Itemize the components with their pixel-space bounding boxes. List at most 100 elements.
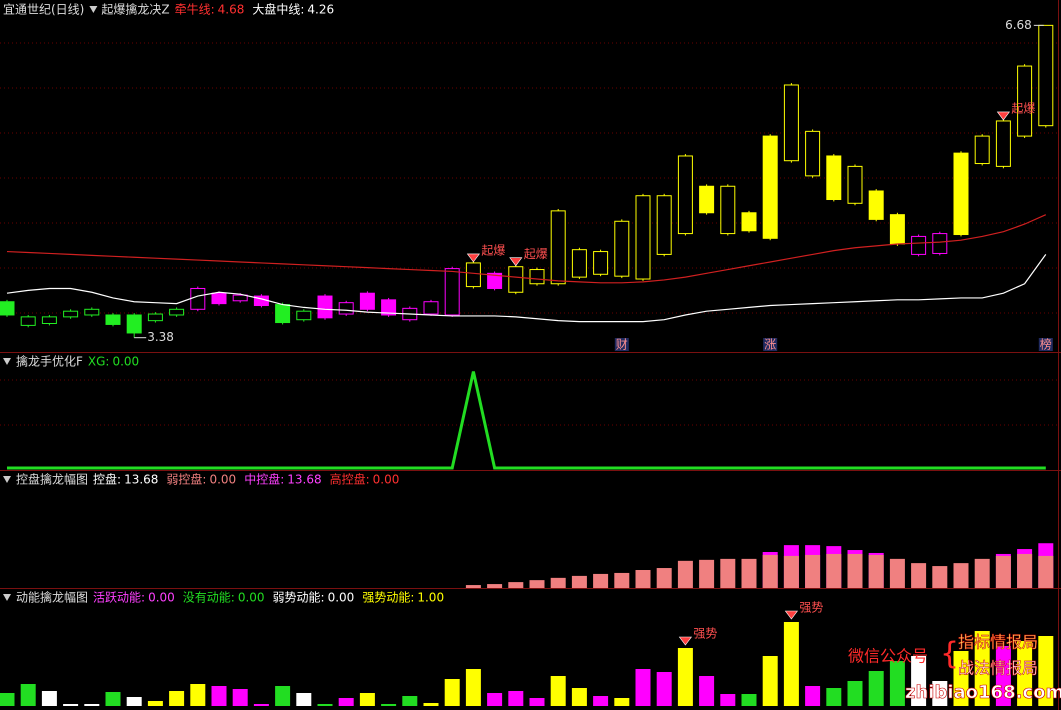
candle-body [889, 214, 905, 245]
candle-body [84, 308, 100, 316]
candle-body [720, 185, 736, 235]
readout-value: 1.00 [417, 591, 444, 605]
event-box [1038, 338, 1053, 351]
candle-body [126, 314, 142, 334]
bar [465, 585, 481, 588]
bar [550, 676, 566, 706]
bar [741, 558, 757, 588]
bar [1038, 555, 1054, 588]
candle-body [1017, 65, 1033, 137]
bar [677, 648, 693, 706]
panel-title: 宜通世纪(日线) [3, 2, 84, 17]
bar [508, 691, 524, 706]
bar [741, 694, 757, 706]
bar [487, 584, 503, 588]
bar [995, 646, 1011, 706]
event-label: 涨 [764, 337, 776, 352]
bar [868, 554, 884, 588]
candle-body [656, 195, 672, 255]
readout-value: 0.00 [112, 355, 139, 369]
bar [889, 661, 905, 706]
signal-label: 起爆 [1011, 101, 1035, 115]
bar [296, 693, 312, 706]
readout-label: 没有动能: [183, 590, 235, 605]
bar [402, 696, 418, 706]
panel-title: 擒龙手优化F [16, 354, 83, 369]
candle-body [762, 135, 778, 239]
candle-body [169, 308, 185, 316]
bar [826, 553, 842, 588]
collapse-icon [3, 358, 11, 365]
readout-label: 弱势动能: [273, 591, 325, 605]
watermark-account: 微信公众号 [848, 647, 928, 666]
candle-body [699, 185, 715, 214]
signal-icon [784, 610, 799, 620]
bar [571, 575, 587, 588]
candle-body [147, 313, 163, 322]
panel-title: 控盘擒龙幅图 [16, 472, 88, 487]
candle-body [995, 120, 1011, 167]
bar [889, 558, 905, 588]
candle-body [932, 233, 948, 254]
readout-label: 牵牛线: [175, 2, 215, 17]
readout-value: 0.00 [209, 473, 236, 487]
brace: { [940, 637, 959, 672]
candle-body [190, 287, 206, 310]
readout-label: 中控盘: [244, 472, 284, 487]
bar [932, 566, 948, 588]
bar [1038, 636, 1054, 706]
bar [147, 701, 163, 706]
collapse-icon [3, 594, 11, 601]
readout-label: 弱控盘: [166, 472, 206, 487]
bar [635, 570, 651, 588]
bar [953, 651, 969, 706]
bar [614, 698, 630, 706]
candle-body [826, 155, 842, 201]
candle-body [317, 295, 333, 319]
bar [232, 689, 248, 706]
bar [126, 697, 142, 706]
signal-label: 起爆 [481, 243, 505, 257]
watermark-name: 战法情报局 [958, 659, 1038, 678]
bar [805, 554, 821, 588]
watermark-name: 指标情报局 [958, 633, 1038, 652]
candle-body [275, 304, 291, 324]
bar [911, 563, 927, 588]
candle-body [571, 249, 587, 278]
signal-icon [466, 253, 480, 263]
bar [550, 577, 566, 588]
bar [847, 553, 863, 588]
bar [805, 686, 821, 706]
readout-label: 活跃动能: [93, 591, 145, 605]
candle-body [974, 135, 990, 165]
candle-body [529, 269, 545, 285]
bar [635, 669, 651, 706]
bar [995, 555, 1011, 588]
signal-label: 起爆 [524, 247, 548, 261]
bar [783, 622, 799, 706]
panel-subtitle: 起爆擒龙决Z [101, 2, 169, 17]
bar [1017, 641, 1033, 706]
signal-label: 强势 [799, 601, 823, 615]
bar [105, 692, 121, 706]
candle-body [423, 301, 439, 315]
bar [847, 681, 863, 706]
event-label: 榜 [1040, 337, 1052, 352]
bar [656, 672, 672, 706]
candle-body [1038, 24, 1054, 127]
readout-label: XG: [88, 355, 110, 369]
signal-label: 强势 [693, 627, 717, 641]
bar [84, 704, 100, 706]
candle-body [0, 301, 15, 316]
candle-body [805, 130, 821, 177]
high-label: 6.68 [1005, 18, 1032, 32]
readout-value: 0.00 [328, 591, 355, 605]
candle-body [211, 292, 227, 305]
line [6, 214, 1047, 284]
candle-body [868, 190, 884, 220]
readout-value: 0.00 [373, 473, 400, 487]
event-box [763, 338, 778, 351]
candle-body [911, 235, 927, 255]
candle-body [847, 165, 863, 204]
